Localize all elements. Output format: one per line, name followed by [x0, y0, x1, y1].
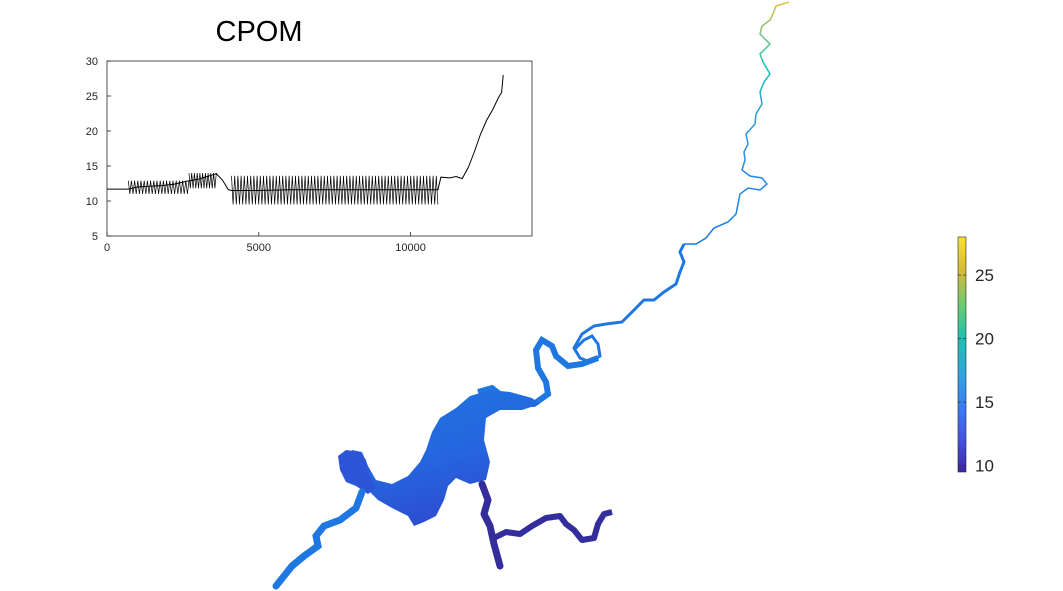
chart-title: CPOM: [216, 16, 303, 48]
series-line: [107, 74, 504, 191]
chart-frame: [106, 60, 533, 237]
colorbar-tick-label: 20: [975, 330, 994, 349]
y-tick-label: 30: [86, 56, 98, 68]
mid-river: [572, 243, 686, 364]
colorbar-tick-label: 25: [975, 266, 994, 285]
x-tick-label: 0: [104, 242, 110, 254]
y-tick-label: 5: [92, 231, 98, 243]
chart-series: [107, 74, 504, 205]
tributary: [478, 480, 504, 570]
y-tick-label: 15: [86, 161, 98, 173]
upper-river: [684, 1, 790, 245]
inset-chart: CPOM 0 5000 10000 5 10 15 20 25 30: [86, 16, 533, 254]
y-axis: 5 10 15 20 25 30: [86, 56, 111, 243]
colorbar-tick-label: 10: [975, 457, 994, 476]
colorbar: 10 15 20 25: [957, 236, 994, 476]
lake: [346, 390, 540, 526]
colorbar-tick-label: 15: [975, 393, 994, 412]
oscillation-band-1: [188, 172, 217, 189]
x-axis: 0 5000 10000: [104, 232, 426, 254]
x-tick-label: 5000: [247, 242, 271, 254]
y-tick-label: 20: [86, 126, 98, 138]
lake-west-arm: [338, 450, 376, 494]
lower-river: [272, 488, 366, 590]
y-tick-label: 10: [86, 196, 98, 208]
river-map: [272, 1, 790, 590]
tributary-branch: [492, 509, 613, 543]
oscillation-band-0: [127, 180, 190, 195]
chart-background: [107, 61, 532, 236]
y-tick-label: 25: [86, 91, 98, 103]
x-tick-label: 10000: [395, 242, 426, 254]
colorbar-gradient: [957, 236, 967, 473]
